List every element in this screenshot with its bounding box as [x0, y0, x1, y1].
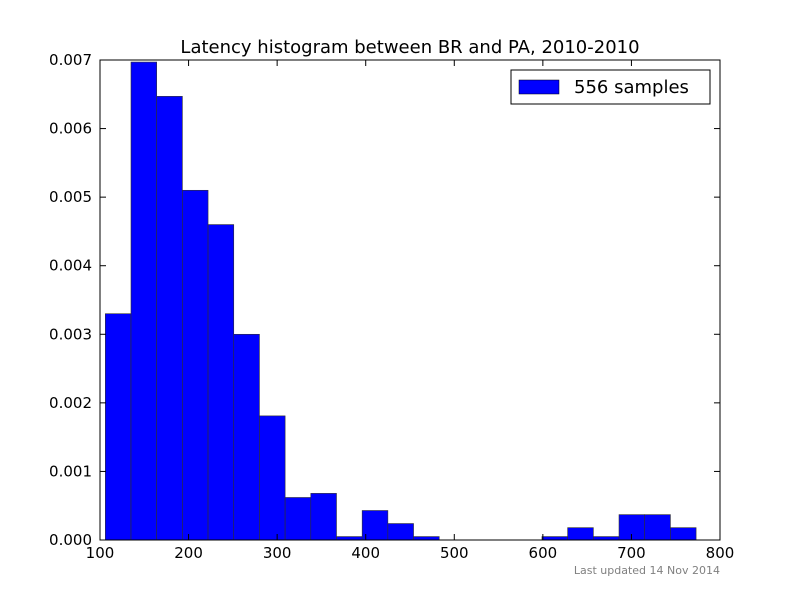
histogram-bar	[387, 523, 414, 541]
x-tick-label: 400	[351, 544, 380, 562]
y-tick-label: 0.005	[49, 188, 92, 206]
legend: 556 samples	[510, 69, 711, 105]
x-tick-label: 800	[706, 544, 735, 562]
histogram-bar	[233, 333, 260, 541]
bars-layer	[105, 61, 697, 541]
histogram-bar	[310, 493, 337, 541]
histogram-bar	[105, 313, 132, 541]
x-tick-label: 700	[617, 544, 646, 562]
last-updated-note: Last updated 14 Nov 2014	[574, 564, 720, 577]
x-tick-label: 500	[440, 544, 469, 562]
chart-title: Latency histogram between BR and PA, 201…	[180, 37, 639, 58]
legend-label: 556 samples	[574, 77, 689, 98]
y-tick-label: 0.007	[49, 51, 92, 69]
histogram-bar	[567, 527, 594, 541]
histogram-bar	[156, 96, 183, 541]
histogram-bar	[207, 224, 235, 541]
y-tick-label: 0.003	[49, 325, 92, 343]
histogram-bar	[336, 536, 363, 541]
histogram-bar	[130, 61, 157, 541]
histogram-bar	[284, 497, 312, 541]
histogram-bar	[593, 536, 620, 541]
x-tick-label: 600	[529, 544, 558, 562]
histogram-bar	[259, 415, 286, 541]
histogram-bar	[644, 514, 671, 541]
y-tick-label: 0.000	[49, 531, 92, 549]
y-tick-label: 0.002	[49, 394, 92, 412]
y-tick-label: 0.006	[49, 120, 92, 138]
x-tick-label: 300	[263, 544, 292, 562]
x-tick-label: 200	[174, 544, 203, 562]
histogram-bar	[670, 527, 697, 541]
x-axis: 100 200 300 400 500 600 700 800	[86, 60, 735, 562]
plot-frame	[99, 59, 721, 541]
histogram-bar	[361, 510, 389, 541]
histogram-bar	[413, 536, 440, 541]
histogram-bar	[541, 536, 568, 541]
y-tick-label: 0.001	[49, 462, 92, 480]
y-axis: 0.000 0.001 0.002 0.003 0.004 0.005 0.006 0.007	[49, 51, 720, 549]
y-tick-label: 0.004	[49, 257, 92, 275]
x-tick-label: 100	[86, 544, 115, 562]
legend-swatch	[518, 79, 560, 95]
histogram-bar	[182, 189, 209, 541]
